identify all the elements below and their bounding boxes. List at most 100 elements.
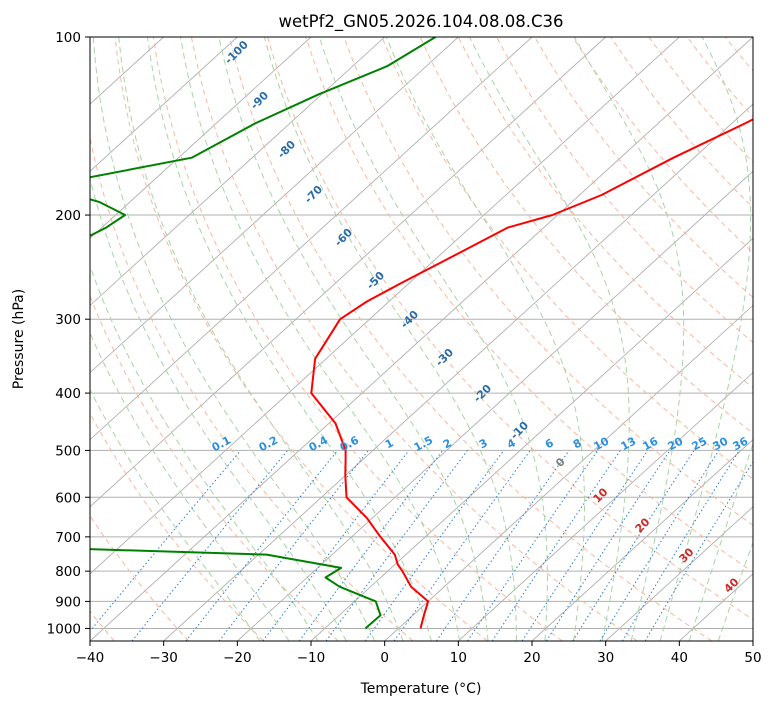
isotherm-line — [90, 37, 385, 307]
moist-adiabat-line — [118, 37, 404, 641]
dry-adiabat-line — [90, 134, 414, 641]
mixing-ratio-line — [90, 450, 242, 632]
x-tick-label: 50 — [744, 650, 761, 666]
mixing-ratio-label: 3 — [477, 436, 490, 451]
isotherm-line — [90, 37, 606, 508]
x-tick-label: −30 — [149, 650, 178, 666]
moist-adiabat-line — [688, 442, 753, 641]
dry-adiabat-line — [90, 514, 190, 641]
mixing-ratio-label: 1.5 — [412, 434, 435, 455]
moist-adiabat-line — [90, 331, 290, 641]
mixing-ratio-line — [131, 450, 288, 641]
mixing-ratio-line — [491, 450, 621, 641]
dry-adiabat-line — [267, 37, 753, 621]
mixing-ratio-line — [325, 450, 468, 641]
isotherm-line — [90, 37, 459, 374]
mixing-ratio-line — [521, 450, 649, 641]
mixing-ratio-label: 0.2 — [257, 434, 280, 455]
y-tick-label: 500 — [55, 443, 81, 459]
moist-adiabat-line — [318, 37, 548, 641]
mixing-ratio-line — [185, 450, 338, 641]
mixing-ratio-label: 0.4 — [307, 433, 331, 454]
mixing-ratio-line — [599, 450, 720, 641]
dry-adiabat-label: -70 — [302, 183, 325, 206]
dry-adiabat-label: -40 — [398, 308, 421, 331]
isotherm-line — [90, 37, 680, 575]
dry-adiabat-line — [229, 37, 712, 641]
isotherm-line — [310, 237, 753, 641]
y-tick-label: 700 — [55, 530, 81, 546]
dry-adiabat-label: -90 — [248, 89, 271, 112]
y-tick-label: 1000 — [47, 621, 81, 637]
mixing-ratio-line — [393, 450, 531, 641]
mixing-ratio-line — [364, 450, 505, 641]
mixing-ratio-line — [298, 450, 444, 641]
moist-adiabat-line — [147, 37, 432, 641]
dry-adiabat-line — [90, 294, 339, 641]
isotherm-line — [90, 37, 238, 172]
mixing-ratio-line — [545, 450, 671, 641]
moist-adiabat-line — [90, 176, 347, 641]
dry-adiabat-line — [114, 37, 488, 641]
mixing-ratio-label: 16 — [641, 434, 661, 453]
dry-adiabat-line — [686, 37, 753, 118]
y-tick-label: 100 — [55, 30, 81, 46]
plot-frame — [89, 36, 754, 642]
y-axis: 100 200 300 400 500 600 700 800 900 1000 — [47, 30, 90, 637]
isotherm-line — [90, 37, 312, 239]
dry-adiabat-label: -50 — [364, 269, 387, 292]
moist-adiabat-line — [469, 37, 630, 641]
dry-adiabat-label: -80 — [275, 138, 298, 161]
dry-adiabat-line — [305, 37, 753, 573]
isotherm-line — [531, 439, 753, 641]
mixing-ratio-line — [262, 450, 410, 641]
dry-adiabat-line — [190, 37, 638, 641]
isotherm-line — [605, 506, 753, 641]
isotherm-line — [458, 371, 753, 641]
x-tick-label: −40 — [76, 650, 105, 666]
temperature-profile-line — [310, 118, 753, 629]
mixing-ratio-label: 25 — [690, 435, 710, 454]
dry-adiabat-line — [572, 37, 753, 254]
moist-adiabat-line — [573, 37, 685, 641]
dry-adiabat-line — [152, 37, 563, 641]
isotherm-line — [90, 37, 533, 441]
y-tick-label: 200 — [55, 208, 81, 224]
moist-adiabat-line — [218, 37, 489, 641]
y-tick-label: 900 — [55, 594, 81, 610]
x-axis-label: Temperature (°C) — [360, 681, 482, 697]
dry-adiabat-line — [610, 37, 753, 209]
moist-adiabat-label: 30 — [677, 545, 697, 565]
dry-adiabat-label: -100 — [222, 38, 251, 67]
x-tick-label: 30 — [597, 650, 614, 666]
y-tick-label: 800 — [55, 564, 81, 580]
mixing-ratio-label: 10 — [592, 434, 612, 453]
mixing-ratio-label: 6 — [543, 436, 556, 451]
dry-adiabat-label: -60 — [332, 226, 355, 249]
isotherm-line — [752, 640, 753, 641]
mixing-ratio-line — [621, 450, 740, 641]
x-axis: −40 −30 −20 −10 0 10 20 30 40 50 — [76, 641, 762, 666]
moist-adiabat-line — [92, 37, 376, 641]
moist-adiabat-line — [180, 37, 461, 641]
dry-adiabat-line — [495, 37, 753, 344]
mixing-ratio-label: 30 — [711, 434, 731, 453]
moist-adiabat-line — [717, 540, 753, 641]
x-tick-label: −20 — [223, 650, 252, 666]
isotherm-line — [90, 37, 753, 641]
mixing-ratio-line — [572, 450, 695, 641]
isotherm-line — [237, 170, 753, 641]
moist-adiabat-line — [90, 264, 319, 641]
line-labels: -100-90-80-70-60-50-40-30-20-100.1 0.2 0.4… — [210, 38, 751, 596]
dewpoint-profile-line — [90, 37, 437, 630]
mixing-ratio-label: 36 — [731, 434, 751, 453]
mixing-ratio-label: 13 — [619, 435, 639, 454]
dry-adiabat-line — [457, 37, 753, 389]
x-tick-label: 0 — [380, 650, 389, 666]
y-tick-label: 300 — [55, 312, 81, 328]
moist-adiabat-line — [385, 37, 585, 641]
dry-adiabat-label: -20 — [471, 382, 494, 405]
x-tick-label: 10 — [450, 650, 467, 666]
mixing-ratio-label: 2 — [441, 436, 454, 451]
